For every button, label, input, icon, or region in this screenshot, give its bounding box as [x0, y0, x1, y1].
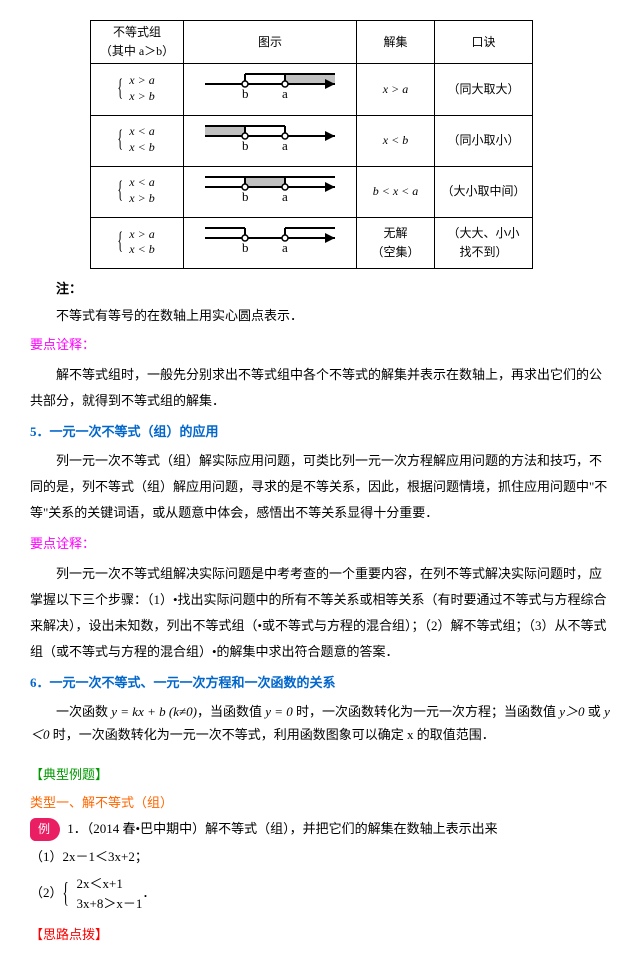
svg-text:b: b: [242, 189, 249, 204]
example-tag-icon: 例: [30, 818, 60, 841]
question-sub1: （1）2x－1＜3x+2；: [30, 847, 610, 868]
th-solution: 解集: [357, 21, 435, 64]
svg-text:b: b: [242, 86, 249, 101]
numberline-diagram: ba: [195, 118, 345, 158]
keypoint-label: 要点诠释：: [30, 335, 610, 356]
mnemonic-cell: （同大取大）: [435, 64, 533, 115]
note-text: 不等式有等号的在数轴上用实心圆点表示．: [30, 306, 610, 327]
table-row: x < ax < b ba x < b （同小取小）: [91, 115, 533, 166]
th-diagram: 图示: [184, 21, 357, 64]
svg-text:b: b: [242, 138, 249, 153]
inequality-table: 不等式组 （其中 a＞b） 图示 解集 口诀 x > ax > b ba x >…: [90, 20, 533, 269]
numberline-diagram: ba: [195, 66, 345, 106]
table-row: x > ax > b ba x > a （同大取大）: [91, 64, 533, 115]
body-paragraph: 解不等式组时，一般先分别求出不等式组中各个不等式的解集并表示在数轴上，再求出它们…: [30, 362, 610, 414]
question-sub2: （2） 2x＜x+1 3x+8＞x－1 ．: [30, 874, 610, 913]
body-paragraph: 列一元一次不等式（组）解实际应用问题，可类比列一元一次方程解应用问题的方法和技巧…: [30, 448, 610, 526]
section-5-title: 5．一元一次不等式（组）的应用: [30, 422, 610, 443]
svg-text:b: b: [242, 240, 249, 255]
svg-text:a: a: [282, 86, 288, 101]
table-row: x < ax > b ba b < x < a （大小取中间）: [91, 166, 533, 217]
solution-cell: x > a: [357, 64, 435, 115]
svg-text:a: a: [282, 189, 288, 204]
section-6-title: 6．一元一次不等式、一元一次方程和一次函数的关系: [30, 673, 610, 694]
thinking-label: 【思路点拨】: [30, 925, 610, 946]
table-row: x > ax < b ba 无解 （空集） （大大、小小 找不到）: [91, 217, 533, 268]
body-paragraph: 一次函数 y = kx + b (k≠0)，当函数值 y = 0 时，一次函数转…: [30, 700, 610, 747]
body-paragraph: 列一元一次不等式组解决实际问题是中考考查的一个重要内容，在列不等式解决实际问题时…: [30, 561, 610, 665]
numberline-diagram: ba: [195, 220, 345, 260]
diagram-cell: ba: [184, 64, 357, 115]
th-mnemonic: 口诀: [435, 21, 533, 64]
keypoint-label: 要点诠释：: [30, 534, 610, 555]
svg-text:a: a: [282, 240, 288, 255]
numberline-diagram: ba: [195, 169, 345, 209]
question-text: 1．（2014 春•巴中期中）解不等式（组），并把它们的解集在数轴上表示出来: [67, 821, 497, 836]
note-label: 注：: [56, 281, 82, 296]
example-block: 例 1．（2014 春•巴中期中）解不等式（组），并把它们的解集在数轴上表示出来: [30, 818, 610, 841]
th-sys: 不等式组 （其中 a＞b）: [91, 21, 184, 64]
example-section-label: 【典型例题】: [30, 765, 610, 786]
type-label: 类型一、解不等式（组）: [30, 793, 610, 814]
svg-text:a: a: [282, 138, 288, 153]
